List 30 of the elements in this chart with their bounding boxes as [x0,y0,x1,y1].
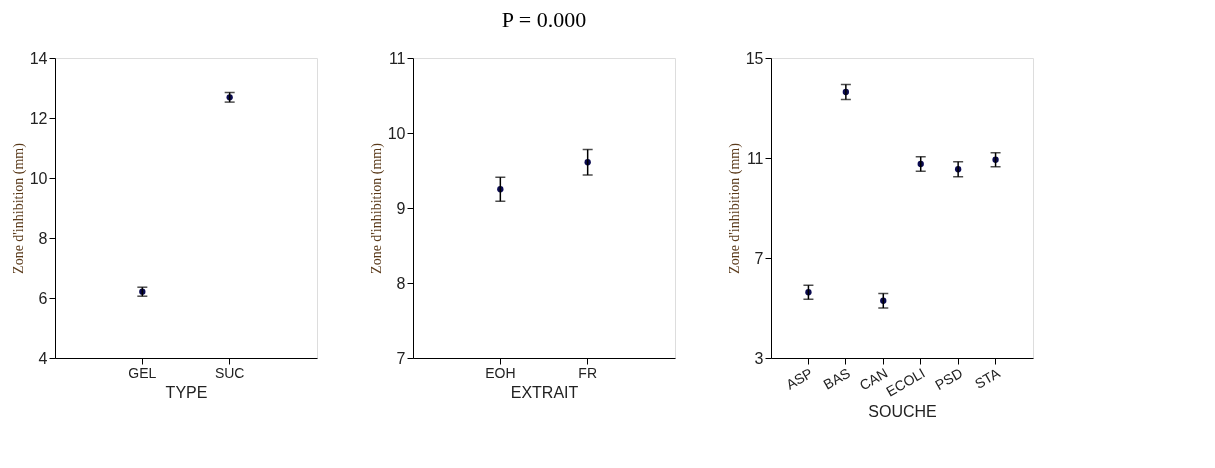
y-tick-label: 7 [754,249,764,267]
y-tick-label: 9 [396,199,406,217]
y-axis-title: Zone d'inhibition (mm) [10,142,27,274]
y-tick-label: 8 [38,229,48,247]
x-tick-label: STA [971,364,1004,392]
y-tick-label: 7 [396,349,406,367]
x-tick-label: SUC [214,364,245,381]
y-tick-label: 3 [754,349,764,367]
y-tick-label: 10 [29,169,48,187]
y-tick-label: 8 [396,274,406,292]
y-tick-label: 4 [38,349,48,367]
x-axis-title: TYPE [165,383,208,401]
y-tick-label: 11 [746,149,764,167]
x-tick-label: FR [578,364,597,381]
x-tick-label: GEL [128,364,157,381]
x-tick-label: ASP [783,364,816,393]
y-tick-label: 11 [388,49,406,67]
y-tick-label: 6 [38,289,48,307]
y-axis-title: Zone d'inhibition (mm) [368,142,385,274]
x-tick-label: EOH [485,364,516,381]
y-tick-label: 10 [387,124,406,142]
x-axis-title: EXTRAIT [510,383,579,401]
chart-title: P = 0.000 [501,7,587,32]
y-tick-label: 14 [29,49,48,67]
y-axis-title: Zone d'inhibition (mm) [726,142,743,274]
x-tick-label: BAS [820,364,853,393]
x-tick-label: PSD [932,364,966,394]
x-axis-title: SOUCHE [868,402,937,420]
y-tick-label: 15 [745,49,764,67]
y-tick-label: 12 [29,109,48,127]
